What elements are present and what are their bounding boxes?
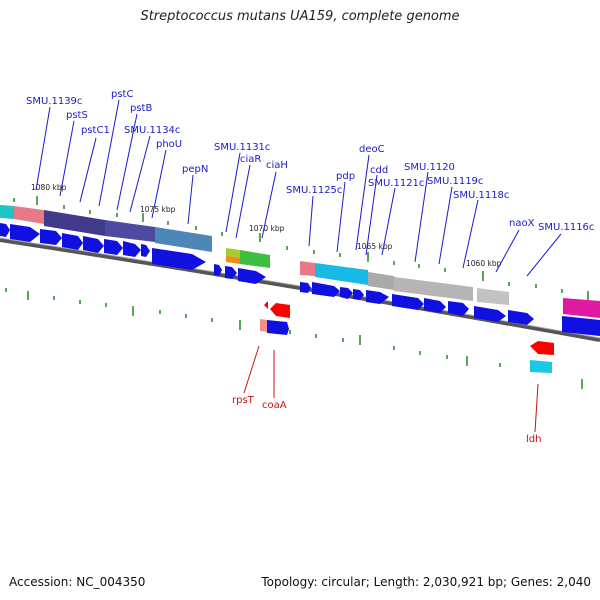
gene-label-phou: phoU [156, 139, 182, 150]
gene-label-pstc: pstC [111, 89, 133, 100]
gene-label-smu1131c: SMU.1131c [214, 142, 270, 153]
gene-label-ciah: ciaH [266, 160, 288, 171]
gene-label-naox: naoX [509, 218, 535, 229]
gene-label-smu1116c: SMU.1116c [538, 222, 594, 233]
gene-label-ciar: ciaR [240, 154, 261, 165]
gene-label-smu1120: SMU.1120 [404, 162, 455, 173]
gene-label-psts: pstS [66, 110, 88, 121]
kbp-label-1075: 1075 kbp [140, 205, 176, 214]
gene-label-smu1121c: SMU.1121c [368, 178, 424, 189]
kbp-label-1070: 1070 kbp [249, 224, 285, 233]
gene-label-coaa: coaA [262, 400, 287, 411]
gene-band-upper [0, 205, 600, 318]
gene-label-cdd: cdd [370, 165, 388, 176]
gene-label-rpst: rpsT [232, 395, 255, 406]
gene-label-pstc1: pstC1 [81, 125, 110, 136]
gene-label-smu1119c: SMU.1119c [427, 176, 483, 187]
kbp-label-1060: 1060 kbp [466, 259, 502, 268]
kbp-label-1065: 1065 kbp [357, 242, 393, 251]
reverse-features [260, 301, 554, 373]
gene-labels-bottom: rpsT coaA ldh [232, 395, 541, 445]
gene-label-smu1139c: SMU.1139c [26, 96, 82, 107]
gene-label-pepn: pepN [182, 164, 208, 175]
upper-ticks [13, 196, 589, 301]
kbp-label-1080: 1080 kbp [31, 183, 67, 192]
map-title: Streptococcus mutans UA159, complete gen… [140, 9, 460, 24]
gene-label-smu1125c: SMU.1125c [286, 185, 342, 196]
accession-text: Accession: NC_004350 [9, 575, 146, 589]
gene-labels-top: SMU.1139c pstS pstC1 pstC pstB SMU.1134c… [26, 89, 594, 233]
leader-lines-top [35, 99, 562, 277]
gene-label-deoc: deoC [359, 144, 385, 155]
lower-ticks [5, 288, 583, 389]
gene-label-ldh: ldh [526, 434, 541, 445]
gene-band-lower [0, 223, 600, 336]
leader-lines-bottom [243, 345, 539, 433]
genome-summary-text: Topology: circular; Length: 2,030,921 bp… [261, 575, 591, 589]
gene-label-pstb: pstB [130, 103, 152, 114]
gene-label-smu1134c: SMU.1134c [124, 125, 180, 136]
gene-label-smu1118c: SMU.1118c [453, 190, 509, 201]
gene-label-pdp: pdp [336, 171, 355, 182]
